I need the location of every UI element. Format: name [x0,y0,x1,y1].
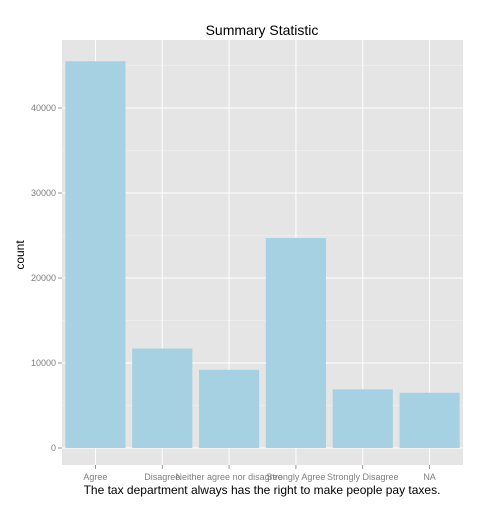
y-tick-label: 20000 [31,273,56,283]
x-axis-title: The tax department always has the right … [84,483,441,497]
x-tick-label: Agree [83,472,107,482]
bar [265,238,326,448]
y-axis-title: count [13,240,27,270]
bar [132,348,193,448]
y-tick-label: 0 [51,443,56,453]
bars [65,61,460,448]
bar [399,392,460,448]
minor-gridlines [62,65,463,406]
x-tick-label: Strongly Disagree [327,472,399,482]
x-tick-label: Strongly Agree [266,472,325,482]
y-tick-label: 10000 [31,358,56,368]
plot-panel [62,40,463,465]
bar [199,369,260,448]
chart-title: Summary Statistic [206,22,319,38]
x-tick-label: Disagree [144,472,180,482]
y-axis-ticks: 0 10000 20000 30000 40000 [31,103,62,453]
bar [65,61,126,448]
x-tick-label: NA [423,472,436,482]
y-tick-label: 30000 [31,188,56,198]
x-tick-label: Neither agree nor disagree [176,472,283,482]
bar [332,389,393,448]
y-tick-label: 40000 [31,103,56,113]
